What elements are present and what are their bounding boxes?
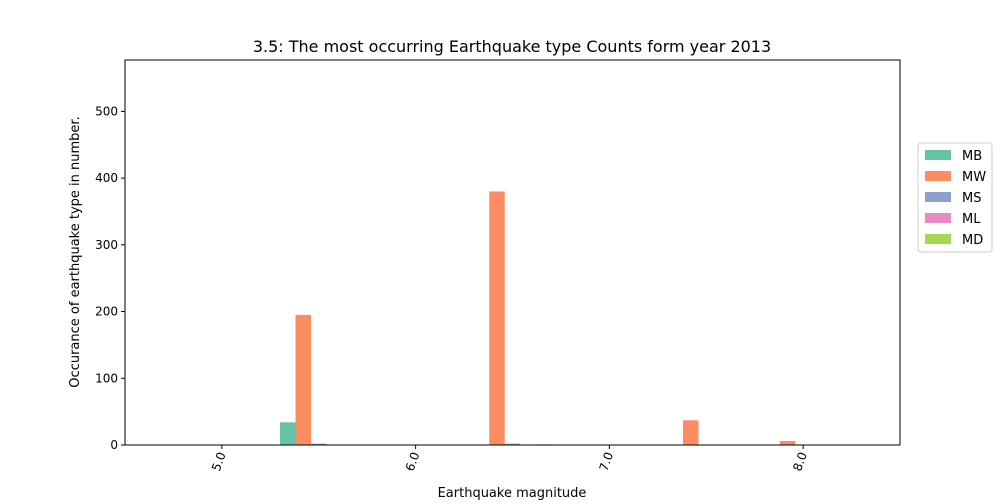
bar-mw-7.5: [683, 420, 699, 445]
bar-ms-6.5: [504, 443, 521, 445]
y-tick-label: 200: [95, 305, 118, 319]
legend-swatch-ml: [925, 213, 951, 223]
y-axis: 0 100 200 300 400 500: [95, 104, 125, 452]
chart-title: 3.5: The most occurring Earthquake type …: [253, 37, 771, 56]
legend-label-ms: MS: [962, 191, 981, 206]
plot-frame: [124, 59, 901, 446]
legend-label-mw: MW: [962, 170, 986, 185]
bar-mb-5.5: [280, 422, 296, 445]
y-tick-label: 100: [95, 371, 118, 385]
x-tick-label: 8.0: [790, 450, 810, 473]
y-tick-label: 400: [95, 171, 118, 185]
bar-mw-8: [779, 440, 796, 445]
legend-label-ml: ML: [962, 212, 981, 227]
legend: MB MW MS ML MD: [917, 142, 993, 253]
x-axis: 5.0 6.0 7.0 8.0: [209, 445, 810, 473]
y-axis-label: Occurance of earthquake type in number.: [68, 116, 83, 387]
legend-swatch-md: [925, 234, 951, 244]
y-tick-label: 500: [95, 104, 118, 118]
bar-layer: [280, 191, 796, 445]
bar-ms-5.5: [311, 443, 327, 445]
x-tick-label: 5.0: [209, 450, 229, 473]
x-axis-label: Earthquake magnitude: [438, 486, 587, 500]
y-tick-label: 300: [95, 238, 118, 252]
legend-label-md: MD: [962, 233, 983, 248]
legend-label-mb: MB: [962, 149, 982, 164]
legend-swatch-mw: [925, 171, 951, 181]
legend-frame: [917, 142, 993, 253]
y-tick-label: 0: [110, 438, 118, 452]
legend-swatch-ms: [925, 192, 951, 202]
x-tick-label: 6.0: [403, 450, 423, 473]
legend-swatch-mb: [925, 150, 951, 160]
bar-mw-6.5: [489, 191, 505, 445]
bar-mw-5.5: [295, 314, 311, 445]
x-tick-label: 7.0: [597, 450, 617, 473]
